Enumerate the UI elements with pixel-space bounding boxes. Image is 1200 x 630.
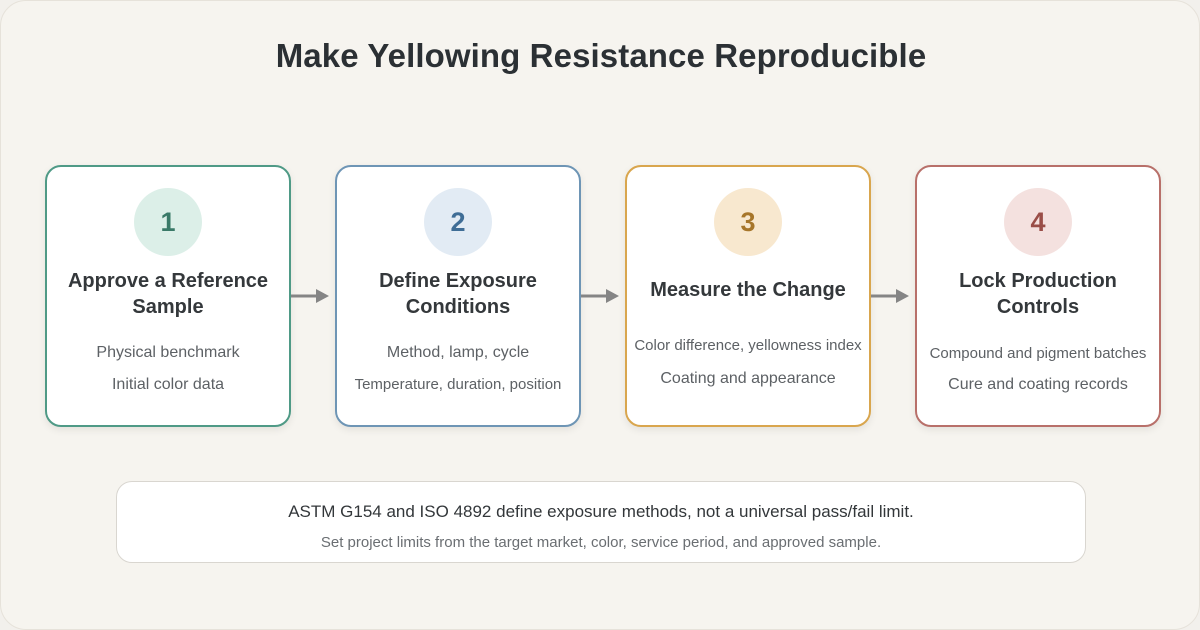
arrow-right-icon xyxy=(291,289,329,303)
step-detail: Color difference, yellowness index xyxy=(634,337,862,354)
step-heading-line: Lock Production xyxy=(959,270,1117,292)
step-detail: Temperature, duration, position xyxy=(354,376,562,393)
note-secondary-text: Set project limits from the target marke… xyxy=(320,534,882,551)
step-detail: Initial color data xyxy=(111,376,225,393)
diagram-title: Make Yellowing Resistance Reproducible xyxy=(275,37,927,74)
step-number-badge: 2 xyxy=(424,188,492,256)
step-detail: Coating and appearance xyxy=(660,370,836,387)
arrow-right-icon xyxy=(871,289,909,303)
step-heading-line: Conditions xyxy=(405,296,511,318)
step-number-badge: 1 xyxy=(134,188,202,256)
standards-note: ASTM G154 and ISO 4892 define exposure m… xyxy=(116,481,1086,563)
step-card-2: 2 Define Exposure Conditions Method, lam… xyxy=(335,165,581,427)
step-detail: Method, lamp, cycle xyxy=(386,344,530,361)
step-heading-line: Approve a Reference xyxy=(67,270,269,292)
step-card-3: 3 Measure the Change Color difference, y… xyxy=(625,165,871,427)
step-detail: Physical benchmark xyxy=(96,344,240,361)
step-card-4: 4 Lock Production Controls Compound and … xyxy=(915,165,1161,427)
step-detail: Compound and pigment batches xyxy=(929,345,1147,362)
step-heading-line: Measure the Change xyxy=(650,279,846,301)
step-heading-line: Define Exposure xyxy=(379,270,537,292)
step-number-badge: 4 xyxy=(1004,188,1072,256)
note-primary-text: ASTM G154 and ISO 4892 define exposure m… xyxy=(288,502,914,521)
step-heading-line: Sample xyxy=(132,296,204,318)
step-card-1: 1 Approve a Reference Sample Physical be… xyxy=(45,165,291,427)
step-detail: Cure and coating records xyxy=(948,376,1128,393)
step-heading-line: Controls xyxy=(996,296,1080,318)
step-number-badge: 3 xyxy=(714,188,782,256)
arrow-right-icon xyxy=(581,289,619,303)
